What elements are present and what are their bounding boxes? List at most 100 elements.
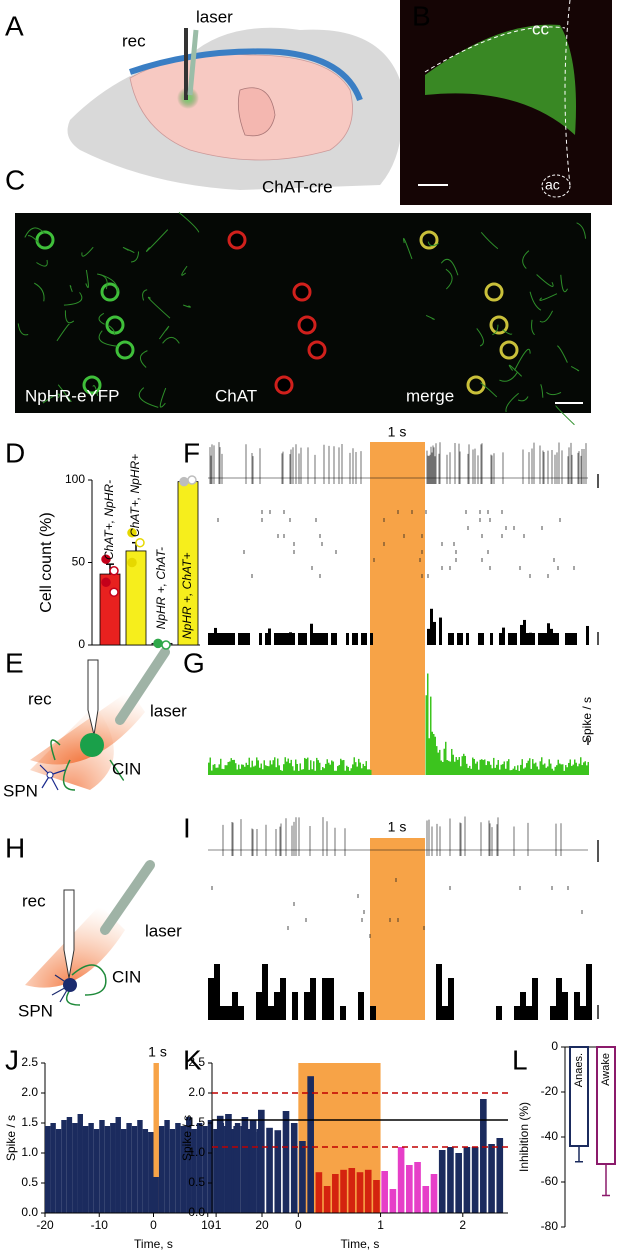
psth-bar [245,762,247,775]
histogram-bar [414,1162,421,1213]
psth-bar [547,623,550,645]
psth-bar [326,759,328,775]
psth-bar [586,964,592,1020]
cell [274,375,294,395]
y-tick-label: -80 [541,1219,559,1233]
psth-bar [226,633,229,645]
psth-bar [292,766,294,775]
psth-bar [325,633,328,645]
psth-bar [445,741,447,775]
psth-bar [544,763,546,775]
psth-bar [208,978,214,1020]
psth-bar [476,761,478,775]
psth-bar [346,633,349,645]
data-point [109,566,119,576]
psth-bar [469,765,471,775]
psth-bar [538,769,540,775]
psth-bar [526,1006,532,1020]
psth-bar [334,770,336,775]
histogram-bar [55,1129,62,1213]
psth-bar [281,770,283,775]
scale-bars [587,474,599,1019]
psth-bar [500,764,502,775]
psth-bar [430,696,432,775]
psth-bar [329,764,331,775]
cell [419,230,439,250]
neurite [536,274,554,287]
panel-letter: A [5,10,24,41]
psth-bar [251,760,253,775]
label: ChAT [215,386,257,405]
psth-bar [496,1006,502,1020]
psth-bar [299,763,301,775]
psth-bar [553,770,555,775]
cell [227,230,247,250]
psth-bar [370,1006,376,1020]
neurite [403,238,413,260]
psth-bar [353,757,355,775]
histogram-bar [104,1126,111,1213]
y-tick-label: 0.0 [188,1205,205,1219]
psth-bar [215,767,217,775]
y-tick-label: 0 [551,1039,558,1053]
histogram-bar [126,1123,132,1213]
cell [115,340,135,360]
neurite [570,366,580,372]
psth-bar [514,1006,520,1020]
psth-bar [478,633,481,645]
psth-bar [344,770,346,775]
label: ac [545,177,560,193]
y-tick-label: 2.0 [188,1085,205,1099]
neurite [576,222,587,239]
unit-label: Spike / s [580,697,594,743]
psth-bar [263,760,265,775]
psth-bar [277,633,280,645]
histogram-bar [282,1111,290,1213]
psth-bar [433,621,436,645]
psth-bar [505,768,507,775]
psth-bar [266,766,268,775]
neurite [539,293,558,301]
histogram-bar [307,1076,314,1213]
histogram-bar [72,1123,78,1213]
psth-bar [460,633,463,645]
psth-bar [229,633,232,645]
psth-bar [274,633,277,645]
histogram-bar [430,1174,438,1213]
panel-letter: J [5,1044,19,1075]
neurite [138,387,159,408]
neurite [92,384,99,397]
neurite [17,323,29,336]
psth-bar [223,633,226,645]
psth-bar [457,759,459,775]
data-point [161,640,171,650]
histogram-bar [137,1120,143,1213]
psth-bar [430,608,433,645]
psth-bar [569,759,571,775]
psth-bar [335,770,337,775]
psth-bar [304,633,307,645]
y-tick-label: -40 [541,1129,559,1143]
psth-bar [224,765,226,775]
psth-bar [524,767,526,775]
psth-bar [440,760,442,775]
psth-bar [460,766,462,775]
micrograph [15,213,591,413]
psth-bar [565,633,568,645]
psth-bar [584,761,586,775]
histogram-bar [77,1114,83,1213]
neurite [130,251,140,263]
psth-bar [296,763,298,775]
cells [17,212,587,426]
psth-bar [514,633,517,645]
psth-bar [461,756,463,775]
x-tick-label: 0 [295,1218,302,1232]
label: rec [22,891,46,910]
label: laser [196,7,233,26]
psth-bar [212,764,214,775]
histogram-bar [169,1129,176,1213]
label: SPN [3,781,38,800]
histogram-bar [61,1120,67,1213]
psth-bar [574,759,576,775]
neurite [181,265,188,276]
